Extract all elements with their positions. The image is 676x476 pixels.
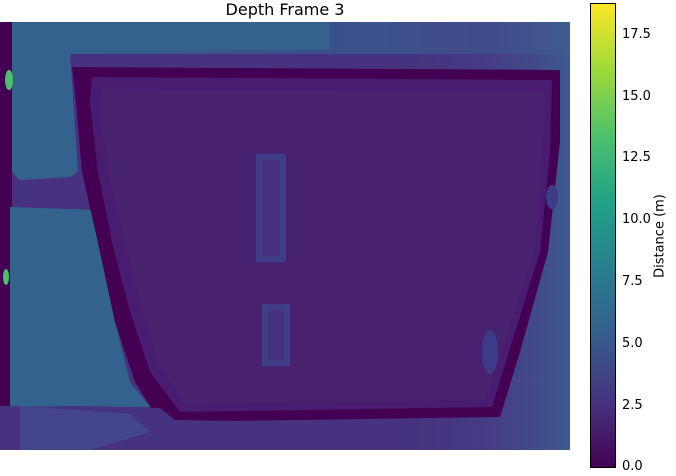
colorbar-tick: 7.5	[622, 274, 643, 289]
colorbar-tick: 0.0	[622, 459, 643, 474]
colorbar-tick: 17.5	[622, 27, 651, 42]
colorbar-tick: 5.0	[622, 336, 643, 351]
colorbar-tick: 2.5	[622, 398, 643, 413]
colorbar-tick: 15.0	[622, 89, 651, 104]
depth-image	[0, 22, 570, 450]
colorbar-tick: 10.0	[622, 212, 651, 227]
figure-title: Depth Frame 3	[225, 0, 345, 19]
colorbar	[590, 3, 616, 468]
colorbar-label: Distance (m)	[652, 194, 668, 278]
colorbar-tick: 12.5	[622, 150, 651, 165]
